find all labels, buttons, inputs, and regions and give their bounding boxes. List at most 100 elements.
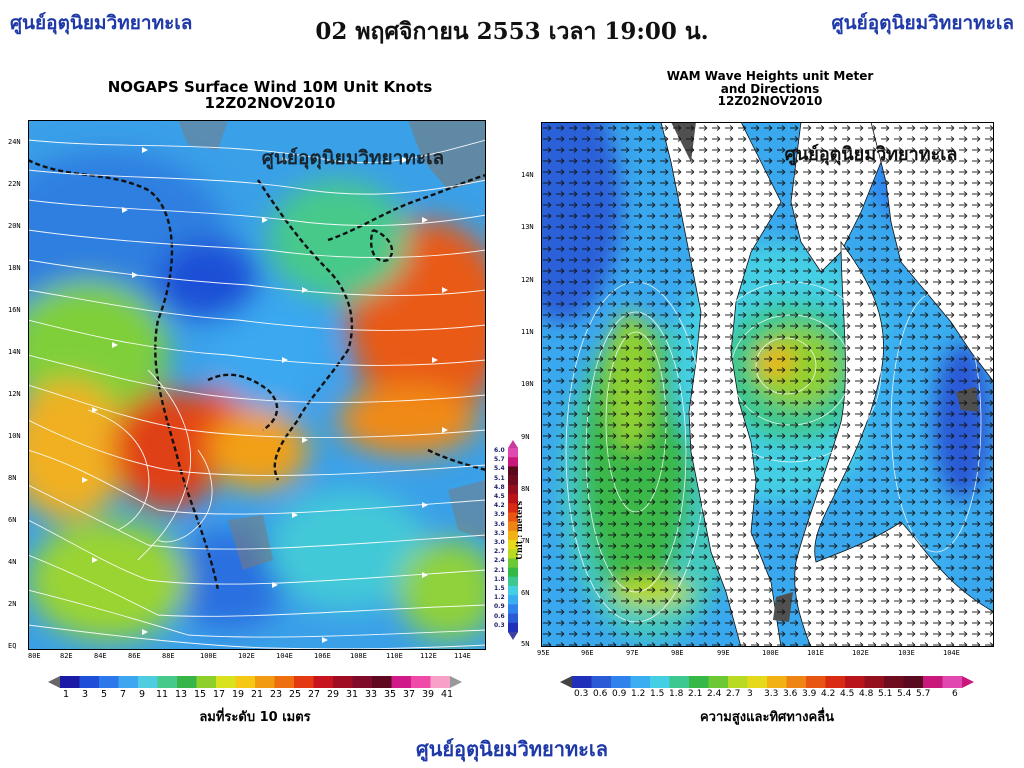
wind-legend-value: 9 [139,689,146,700]
side-colorbar [508,440,518,640]
side-colorbar-cell [508,475,518,486]
wind-colorbar-cell [177,676,197,688]
wave-map-title-line2: and Directions [720,81,820,96]
wave-colorbar-cell [689,676,709,688]
side-scale-value: 4.5 [494,493,505,501]
brand-right: ศูนย์อุตุนิยมวิทยาทะเล [831,12,1014,34]
side-scale-value: 3.0 [494,539,505,547]
side-scale-value: 5.4 [494,465,505,473]
side-scale-value: 1.2 [494,594,505,602]
wave-legend-value: 1.5 [650,689,665,699]
wind-lat-label: 18N [8,264,21,272]
wind-colorbar-cell [313,676,334,688]
wave-lat-label: 7N [521,537,530,545]
side-scale-value: 5.1 [494,474,505,482]
wave-lon-axis: 95E 96E 97E 98E 99E 100E 101E 102E 103E … [537,649,997,661]
side-scale-value: 2.1 [494,566,505,574]
wave-colorbar-cell [747,676,768,688]
wave-lon-label: 101E [807,649,824,657]
wind-colorbar-cell [372,676,392,688]
wave-legend-value: 3 [747,689,753,699]
wave-colorbar-cell [708,676,729,688]
wind-legend-caption: ลมที่ระดับ 10 เมตร [199,710,311,725]
wave-lon-label: 104E [943,649,960,657]
wave-legend-value: 2.4 [707,689,722,699]
wave-colorbar-cell [767,676,787,688]
wave-colorbar-cell [806,676,826,688]
wind-speed-field [28,150,486,640]
side-colorbar-cell [508,558,518,568]
wind-lon-label: 104E [276,652,293,660]
wave-legend-value: 0.6 [593,689,608,699]
wave-colorbar-cell [650,676,670,688]
wind-legend-value: 5 [101,689,108,700]
wind-lat-label: 6N [8,516,17,524]
wind-lon-label: 82E [60,652,73,660]
wave-legend-caption: ความสูงและทิศทางคลื่น [699,710,835,725]
wind-lat-label: 10N [8,432,21,440]
side-scale-value: 0.3 [494,621,505,629]
wind-lat-label: 12N [8,390,21,398]
wave-legend-value: 5.4 [897,689,912,699]
side-scale-value: 3.3 [494,529,505,537]
wind-lon-label: 114E [454,652,471,660]
wind-legend-value: 21 [251,689,264,700]
side-scale-value: 0.6 [494,612,505,620]
wind-legend-values: 1 3 5 7 9 11 13 15 17 19 21 23 25 27 29 … [60,689,453,701]
wave-legend-value: 3.3 [764,689,779,699]
wave-colorbar-cell [786,676,807,688]
wave-direction-arrows [541,122,994,647]
wave-lon-label: 96E [581,649,594,657]
side-scale-value: 6.0 [494,447,505,454]
side-scale-value: 2.4 [494,557,505,565]
wave-colorbar-cell [630,676,651,688]
wave-lon-label: 99E [717,649,730,657]
wind-lon-label: 80E [28,652,41,660]
wind-colorbar-cell [235,676,256,688]
wave-map-title-line3: 12Z02NOV2010 [717,94,823,109]
wave-lon-label: 95E [537,649,550,657]
land-patch [178,120,228,150]
wave-lat-axis: 14N 13N 12N 11N 10N 9N 8N 7N 6N 5N [521,122,541,648]
side-scale-value: 0.9 [494,603,505,611]
wave-lat-label: 6N [521,589,530,597]
wind-colorbar-cell [294,676,314,688]
wind-lon-label: 100E [200,652,217,660]
wind-legend-value: 37 [403,689,416,700]
wind-lat-label: 2N [8,600,17,608]
side-colorbar-cell [508,457,518,467]
wave-colorbar-cell [611,676,631,688]
wave-colorbar-cell [845,676,865,688]
wind-legend-value: 15 [194,689,207,700]
wave-colorbar-cell [864,676,885,688]
wind-lon-label: 108E [350,652,367,660]
wave-legend-value: 3.9 [802,689,817,699]
wave-legend-value: 5.7 [916,689,931,699]
wind-lat-label: 20N [8,222,21,230]
wind-legend-value: 31 [346,689,359,700]
wave-lon-label: 98E [671,649,684,657]
wave-legend-value: 6 [952,689,958,699]
wind-colorbar-cell [391,676,412,688]
wave-lat-label: 8N [521,485,530,493]
wind-legend-value: 25 [289,689,302,700]
wave-legend-value: 4.8 [859,689,874,699]
side-colorbar-cell [508,540,518,550]
side-colorbar-cell [508,494,518,504]
wind-legend-value: 13 [175,689,188,700]
side-scale-value: 4.2 [494,502,505,510]
wave-lat-label: 9N [521,433,530,441]
wind-lat-label: 22N [8,180,21,188]
side-colorbar-cell [508,586,518,596]
wave-lon-label: 100E [762,649,779,657]
wave-legend-value: 3.6 [783,689,798,699]
wave-legend-value: 5.1 [878,689,893,699]
wave-colorbar-cell [825,676,846,688]
coastlines [28,158,486,591]
wind-legend-value: 23 [270,689,283,700]
wave-legend-value: 2.1 [688,689,703,699]
side-colorbar-cell [508,549,518,559]
wind-lat-label: EQ [8,642,17,650]
wave-colorbar-cell [591,676,612,688]
side-colorbar-cell [508,622,518,633]
